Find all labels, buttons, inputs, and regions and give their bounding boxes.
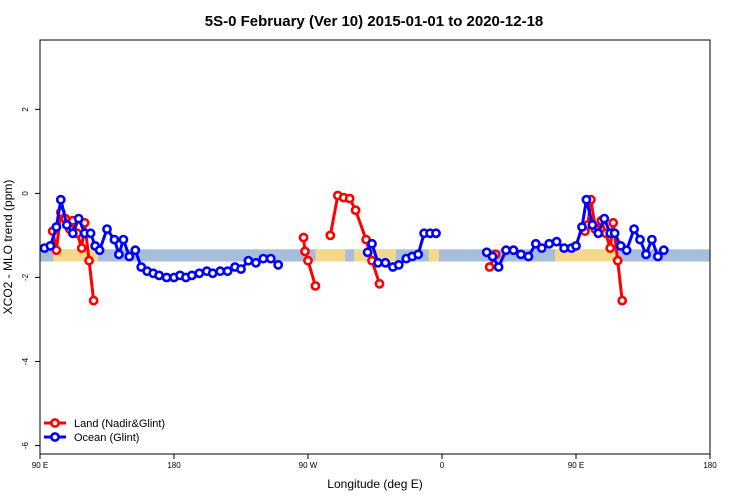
series-1-point-2-3 <box>501 245 511 256</box>
y-tick-label-4: -6 <box>21 441 30 449</box>
series-1-point-1-11 <box>431 228 441 239</box>
series-1-point-1-8 <box>413 249 424 260</box>
series-1-point-2-22 <box>621 245 632 256</box>
series-1-point-1-1 <box>367 238 377 249</box>
series-0-point-2-4 <box>350 205 361 216</box>
series-0-point-3-0 <box>484 262 495 272</box>
series-1-point-2-23 <box>629 224 639 234</box>
series-1-point-0-3 <box>55 194 66 205</box>
y-tick-label-3: -4 <box>21 357 30 365</box>
series-1-point-1-5 <box>393 259 404 270</box>
series-0-point-4-8 <box>612 255 623 266</box>
y-tick-label-2: -2 <box>21 273 30 281</box>
series-1-point-0-10 <box>94 245 105 256</box>
legend-marker-1 <box>50 432 60 442</box>
series-0-point-0-7 <box>76 243 87 253</box>
series-1-point-0-32 <box>236 264 246 274</box>
series-0-point-4-6 <box>605 243 616 253</box>
series-1-point-2-13 <box>571 240 581 251</box>
x-tick-label-0: 90 E <box>32 461 48 470</box>
series-1-point-2-4 <box>508 245 519 256</box>
series-1-point-2-17 <box>593 228 604 239</box>
series-1-point-2-14 <box>577 222 587 232</box>
series-1-point-0-12 <box>109 234 120 245</box>
series-1-point-2-28 <box>658 245 669 256</box>
series-1-point-2-5 <box>516 249 526 260</box>
x-tick-label-1: 180 <box>167 461 181 470</box>
series-1-point-2-10 <box>551 236 562 247</box>
series-1-point-0-5 <box>67 228 78 239</box>
series-0-point-1-3 <box>310 280 321 291</box>
y-tick-label-0: 2 <box>21 107 30 112</box>
series-1-point-2-25 <box>641 249 651 260</box>
series-1-point-2-26 <box>647 234 657 245</box>
y-axis-label: XCO2 - MLO trend (ppm) <box>1 180 15 315</box>
chart-title: 5S-0 February (Ver 10) 2015-01-01 to 202… <box>205 13 544 30</box>
series-1-point-2-1 <box>487 251 498 262</box>
series-1-point-2-8 <box>536 243 547 253</box>
series-1-point-0-6 <box>73 213 84 224</box>
series-0-point-1-1 <box>300 246 310 257</box>
series-1-point-0-14 <box>118 234 129 245</box>
series-1-point-2-27 <box>653 251 663 262</box>
series-0-point-2-0 <box>325 230 336 241</box>
series-1-point-0-1 <box>45 240 56 251</box>
x-tick-label-2: 90 W <box>299 461 318 470</box>
series-0-point-0-9 <box>84 255 94 266</box>
series-1-point-0-20 <box>154 270 164 281</box>
land-band-3 <box>428 249 440 262</box>
series-1-point-2-24 <box>635 234 645 245</box>
series-1-point-0-30 <box>222 266 233 277</box>
land-band-1 <box>315 249 346 262</box>
series-1-point-2-6 <box>523 251 534 262</box>
series-0-point-1-0 <box>298 232 309 243</box>
x-axis-label: Longitude (deg E) <box>327 477 422 491</box>
series-1-point-2-16 <box>587 219 598 230</box>
y-axis: 2 0 -2 -4 -6 <box>21 107 40 449</box>
series-1-point-0-34 <box>250 257 261 268</box>
legend-label-1: Ocean (Glint) <box>74 432 139 444</box>
series-0-point-4-9 <box>617 295 628 306</box>
plot-frame <box>39 39 711 455</box>
series-1-point-0-28 <box>207 268 218 279</box>
y-tick-label-1: 0 <box>21 191 30 196</box>
series-0-point-4-7 <box>608 217 619 228</box>
series-0-point-2-7 <box>374 278 385 289</box>
series-1-point-0-37 <box>273 259 284 270</box>
series-1-point-2-18 <box>599 213 610 224</box>
series-1-point-0-16 <box>130 245 141 256</box>
x-tick-label-4: 90 E <box>568 461 584 470</box>
x-tick-label-5: 180 <box>703 461 717 470</box>
series-0-point-0-10 <box>88 295 99 306</box>
series-1-point-2-20 <box>609 228 620 239</box>
series-1-point-0-33 <box>243 255 254 266</box>
x-tick-label-3: 0 <box>440 461 445 470</box>
series-1-point-0-8 <box>85 228 96 239</box>
series-1-point-0-15 <box>124 251 135 262</box>
series-0-point-2-3 <box>344 193 355 204</box>
series-1-point-2-15 <box>581 194 592 205</box>
series-layer <box>39 190 669 306</box>
series-1-point-2-2 <box>493 262 504 272</box>
series-1-point-0-4 <box>61 219 72 230</box>
series-1-point-0-26 <box>194 268 205 279</box>
series-1-point-0-13 <box>114 249 124 260</box>
legend: Land (Nadir&Glint) Ocean (Glint) <box>44 418 165 444</box>
series-1 <box>39 194 669 283</box>
series-1-point-0-35 <box>258 253 269 264</box>
series-1-point-1-3 <box>380 257 391 268</box>
legend-label-0: Land (Nadir&Glint) <box>74 418 165 430</box>
legend-marker-0 <box>50 418 60 428</box>
series-1-point-0-11 <box>102 224 112 234</box>
series-0-point-1-2 <box>303 255 313 266</box>
series-1-point-0-36 <box>265 253 276 264</box>
x-axis: 90 E 180 90 W 0 90 E 180 <box>32 454 717 470</box>
series-1-point-0-2 <box>51 222 62 232</box>
series-1-point-1-0 <box>362 247 373 258</box>
